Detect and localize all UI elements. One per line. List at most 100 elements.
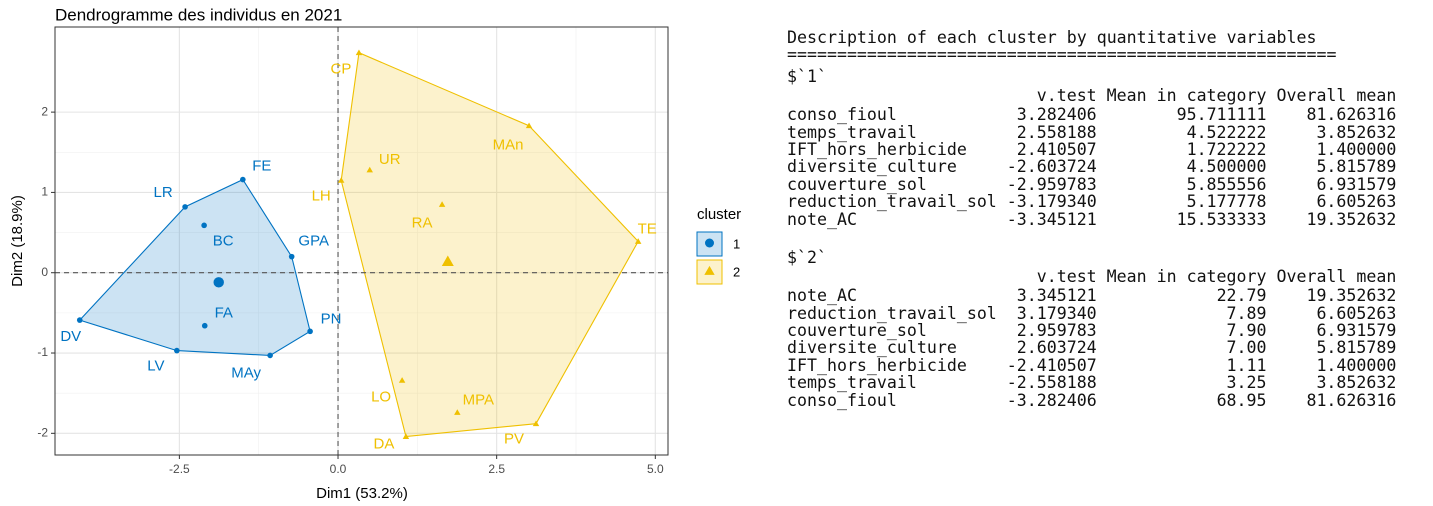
row-name: conso_fioul [787, 390, 897, 410]
table-row: conso_fioul -3.282406 68.95 81.626316 [787, 390, 1396, 410]
section: $`2` v.test Mean in category Overall mean no… [787, 247, 1397, 410]
row-name: reduction_travail_sol [787, 192, 997, 212]
table-title: Description of each cluster by quantitat… [787, 28, 1317, 47]
row-name: diversite_culture [787, 157, 957, 177]
table-separator: ========================================… [787, 45, 1337, 65]
legend-label: 2 [733, 264, 740, 279]
cell-value: 2.603724 [1016, 338, 1097, 358]
point [307, 328, 313, 335]
section-heading: $`2` [787, 247, 827, 267]
point-label: LR [153, 184, 172, 201]
cell-value: 95.711111 [1176, 105, 1267, 125]
table-row: couverture_sol 2.959783 7.90 6.931579 [787, 321, 1397, 341]
point [366, 166, 373, 173]
point [438, 201, 446, 207]
point [182, 204, 188, 210]
legend-title: cluster [697, 206, 741, 223]
column-header: Overall mean [1276, 267, 1397, 287]
table-row: diversite_culture 2.603724 7.00 5.815789 [787, 338, 1397, 358]
chart-title: Dendrogramme des individus en 2021 [55, 5, 342, 24]
cell-value: -3.345121 [1006, 209, 1097, 229]
cell-value: 81.626316 [1306, 105, 1397, 125]
row-name: reduction_travail_sol [787, 303, 997, 323]
cell-value: 3.852632 [1316, 373, 1397, 393]
column-header: v.test [1036, 86, 1097, 106]
y-tick-label: 0 [41, 265, 48, 279]
table-row: reduction_travail_sol 3.179340 7.89 6.60526… [787, 303, 1396, 323]
cell-value: 2.959783 [1016, 321, 1097, 341]
cell-value: 22.79 [1216, 286, 1267, 306]
legend-marker [705, 238, 714, 248]
row-name-header [787, 266, 1007, 287]
cell-value: 3.179340 [1016, 303, 1097, 323]
cell-value: 1.400000 [1316, 139, 1397, 159]
cell-value: 2.558188 [1016, 122, 1097, 142]
point-label: MAy [231, 364, 261, 381]
point-label: MAn [493, 137, 524, 154]
cell-value: 6.605263 [1316, 192, 1397, 212]
column-header: Mean in category [1106, 86, 1267, 106]
table-row: reduction_travail_sol -3.179340 5.177778 6.… [787, 192, 1397, 212]
column-header: Overall mean [1276, 86, 1397, 106]
cell-value: 6.931579 [1316, 321, 1397, 341]
cell-value: -3.179340 [1006, 192, 1097, 212]
x-tick-label: -2.5 [169, 462, 190, 476]
cell-value: 3.25 [1226, 373, 1267, 393]
cell-value: 5.815789 [1316, 338, 1397, 358]
cell-value: 1.722222 [1186, 139, 1267, 159]
table-row: temps_travail -2.558188 3.25 3.852632 [787, 373, 1397, 393]
point [267, 352, 273, 359]
cell-value: 68.95 [1216, 390, 1267, 410]
cell-value: 15.533333 [1176, 209, 1267, 229]
cell-value: 7.00 [1226, 338, 1267, 358]
cell-value: 3.282406 [1016, 105, 1097, 125]
table-row: temps_travail 2.558188 4.522222 3.852632 [787, 122, 1396, 142]
cell-value: 5.177778 [1186, 192, 1267, 212]
point [402, 433, 410, 439]
point-label: RA [412, 214, 433, 231]
x-tick-label: 2.5 [488, 462, 505, 476]
cell-value: 1.11 [1226, 355, 1267, 375]
y-tick-label: 1 [41, 185, 48, 199]
point [240, 176, 246, 183]
chart: Dendrogramme des individus en 2021 Dim1 … [9, 5, 741, 502]
cluster-hull [78, 178, 311, 356]
row-name: temps_travail [787, 122, 917, 142]
point [337, 177, 345, 183]
cell-value: 5.855556 [1186, 174, 1267, 194]
legend-marker [704, 265, 715, 275]
table-row: IFT_hors_herbicide 2.410507 1.722222 1.4000… [787, 139, 1397, 159]
point-label: BC [213, 232, 234, 249]
y-tick-label: -1 [37, 345, 48, 359]
point-label: DA [373, 435, 394, 452]
point-label: UR [379, 151, 401, 168]
cell-value: 7.89 [1226, 303, 1267, 323]
table-row: IFT_hors_herbicide -2.410507 1.11 1.400000 [787, 355, 1396, 375]
row-name: couverture_sol [787, 174, 927, 194]
point [355, 49, 363, 56]
column-header: v.test [1036, 267, 1097, 287]
y-tick-label: 2 [41, 104, 48, 118]
point-label: GPA [298, 233, 329, 250]
point-label: TE [638, 220, 657, 237]
cell-value: 3.345121 [1016, 286, 1097, 306]
row-name: note_AC [787, 286, 857, 306]
x-axis-title: Dim1 (53.2%) [316, 485, 408, 502]
point [174, 347, 180, 354]
cell-value: 19.352632 [1306, 286, 1397, 306]
y-tick-label: -2 [37, 425, 48, 439]
point [398, 377, 406, 383]
cell-value: -3.282406 [1006, 390, 1097, 410]
cell-value: 5.815789 [1316, 157, 1397, 177]
plot-border [54, 26, 669, 456]
cell-value: -2.603724 [1006, 157, 1097, 177]
table-row: conso_fioul 3.282406 95.711111 81.626316 [787, 105, 1397, 125]
point [201, 322, 208, 329]
table-row: couverture_sol -2.959783 5.855556 6.931579 [787, 174, 1396, 194]
row-name: diversite_culture [787, 338, 957, 358]
point [532, 420, 540, 427]
column-header-row: v.test Mean in category Overall mean [787, 85, 1397, 106]
cell-value: -2.410507 [1006, 355, 1097, 375]
point-label: PN [321, 310, 342, 327]
